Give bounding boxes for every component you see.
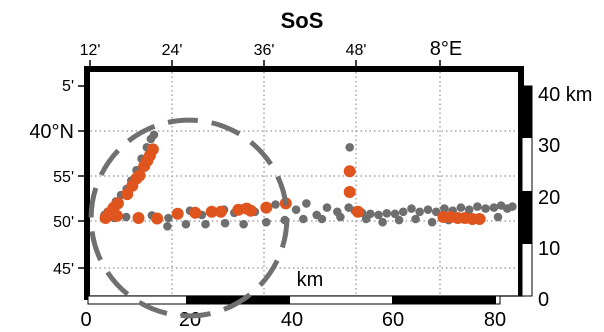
- left-axis-label: 55': [53, 169, 74, 186]
- left-axis-labels: 5' 40°N 55' 50' 45': [29, 78, 74, 278]
- gray-point: [493, 212, 503, 222]
- right-axis-label: 0: [538, 289, 549, 311]
- top-axis-label: 36': [254, 42, 275, 59]
- orange-point: [260, 201, 273, 214]
- orange-point: [244, 204, 257, 217]
- gray-point: [398, 207, 408, 217]
- gray-point: [440, 204, 449, 213]
- orange-point: [99, 212, 112, 224]
- gray-point: [427, 217, 437, 227]
- orange-point: [214, 205, 227, 218]
- left-axis-label: 5': [62, 78, 74, 95]
- gray-point: [361, 214, 371, 224]
- gray-point: [382, 209, 392, 218]
- gray-point: [394, 215, 404, 225]
- gray-point: [333, 207, 342, 217]
- orange-point: [351, 205, 364, 218]
- map-title: SoS: [281, 8, 324, 33]
- gray-point: [464, 205, 474, 214]
- orange-point: [473, 213, 486, 225]
- top-axis-label: 12': [80, 42, 101, 59]
- orange-point: [189, 206, 202, 219]
- gray-point: [481, 204, 490, 213]
- bottom-axis-label: 80: [484, 309, 506, 331]
- gray-point: [239, 219, 248, 229]
- orange-point: [138, 160, 151, 172]
- gray-point: [146, 134, 156, 144]
- radius-circle-layer: [88, 117, 290, 319]
- right-axis-label: 20: [538, 187, 560, 209]
- bottom-axis-label: 20: [179, 309, 201, 331]
- gray-point: [473, 202, 482, 211]
- left-axis-label: 45': [53, 261, 74, 278]
- top-axis-label: 24': [162, 42, 183, 59]
- grid: [86, 72, 522, 296]
- gray-point: [456, 203, 466, 212]
- bottom-axis-label: 40: [281, 309, 303, 331]
- gray-point: [262, 217, 271, 227]
- bottom-scale-bar: [87, 295, 501, 305]
- gray-point: [374, 210, 383, 220]
- radius-circle: [88, 117, 290, 319]
- bottom-axis-labels: 0 20 40 60 80: [80, 309, 506, 331]
- right-axis-label: 30: [538, 135, 560, 157]
- left-axis-label: 50': [53, 214, 74, 231]
- top-axis-label: 8°E: [430, 38, 462, 60]
- gray-point: [121, 212, 131, 222]
- gray-point: [220, 218, 230, 228]
- orange-point: [121, 188, 134, 201]
- gray-point: [163, 222, 172, 231]
- gray-point: [181, 219, 191, 229]
- top-ticks: [89, 60, 441, 66]
- gray-point: [345, 143, 355, 152]
- right-axis-label: 40 km: [538, 84, 592, 106]
- gray-point: [411, 214, 420, 224]
- gray-point: [164, 213, 173, 223]
- orange-station-points: [99, 143, 486, 225]
- orange-point: [343, 165, 356, 178]
- bottom-axis-label: 0: [80, 309, 91, 331]
- orange-point: [132, 212, 145, 224]
- gray-point: [312, 210, 322, 220]
- gray-point: [201, 219, 210, 229]
- orange-point: [171, 207, 184, 220]
- gray-point: [291, 205, 301, 214]
- gray-point: [508, 202, 517, 211]
- top-axis-label: 48': [346, 42, 367, 59]
- map-frame: [84, 66, 524, 300]
- right-scale-bar: [521, 85, 533, 297]
- right-axis-label: 10: [538, 238, 560, 260]
- orange-point: [110, 209, 123, 222]
- gray-point: [378, 217, 387, 227]
- gray-point: [390, 209, 400, 219]
- gray-point: [407, 204, 416, 213]
- gray-point: [302, 199, 311, 208]
- orange-point: [205, 205, 218, 218]
- top-axis-labels: 12' 24' 36' 48' 8°E: [80, 38, 463, 60]
- orange-point: [151, 212, 164, 225]
- gray-point: [271, 200, 280, 209]
- gray-point: [423, 205, 433, 214]
- orange-point: [343, 186, 356, 198]
- gray-point: [489, 203, 499, 212]
- gray-point: [415, 207, 425, 217]
- gray-point: [322, 203, 332, 212]
- bottom-axis-label: 60: [382, 309, 404, 331]
- right-axis-labels: 40 km 30 20 10 0: [538, 84, 592, 311]
- left-axis-label: 40°N: [29, 121, 74, 143]
- scale-unit-label: km: [297, 269, 324, 291]
- gray-point: [299, 214, 308, 224]
- left-ticks: [78, 85, 84, 269]
